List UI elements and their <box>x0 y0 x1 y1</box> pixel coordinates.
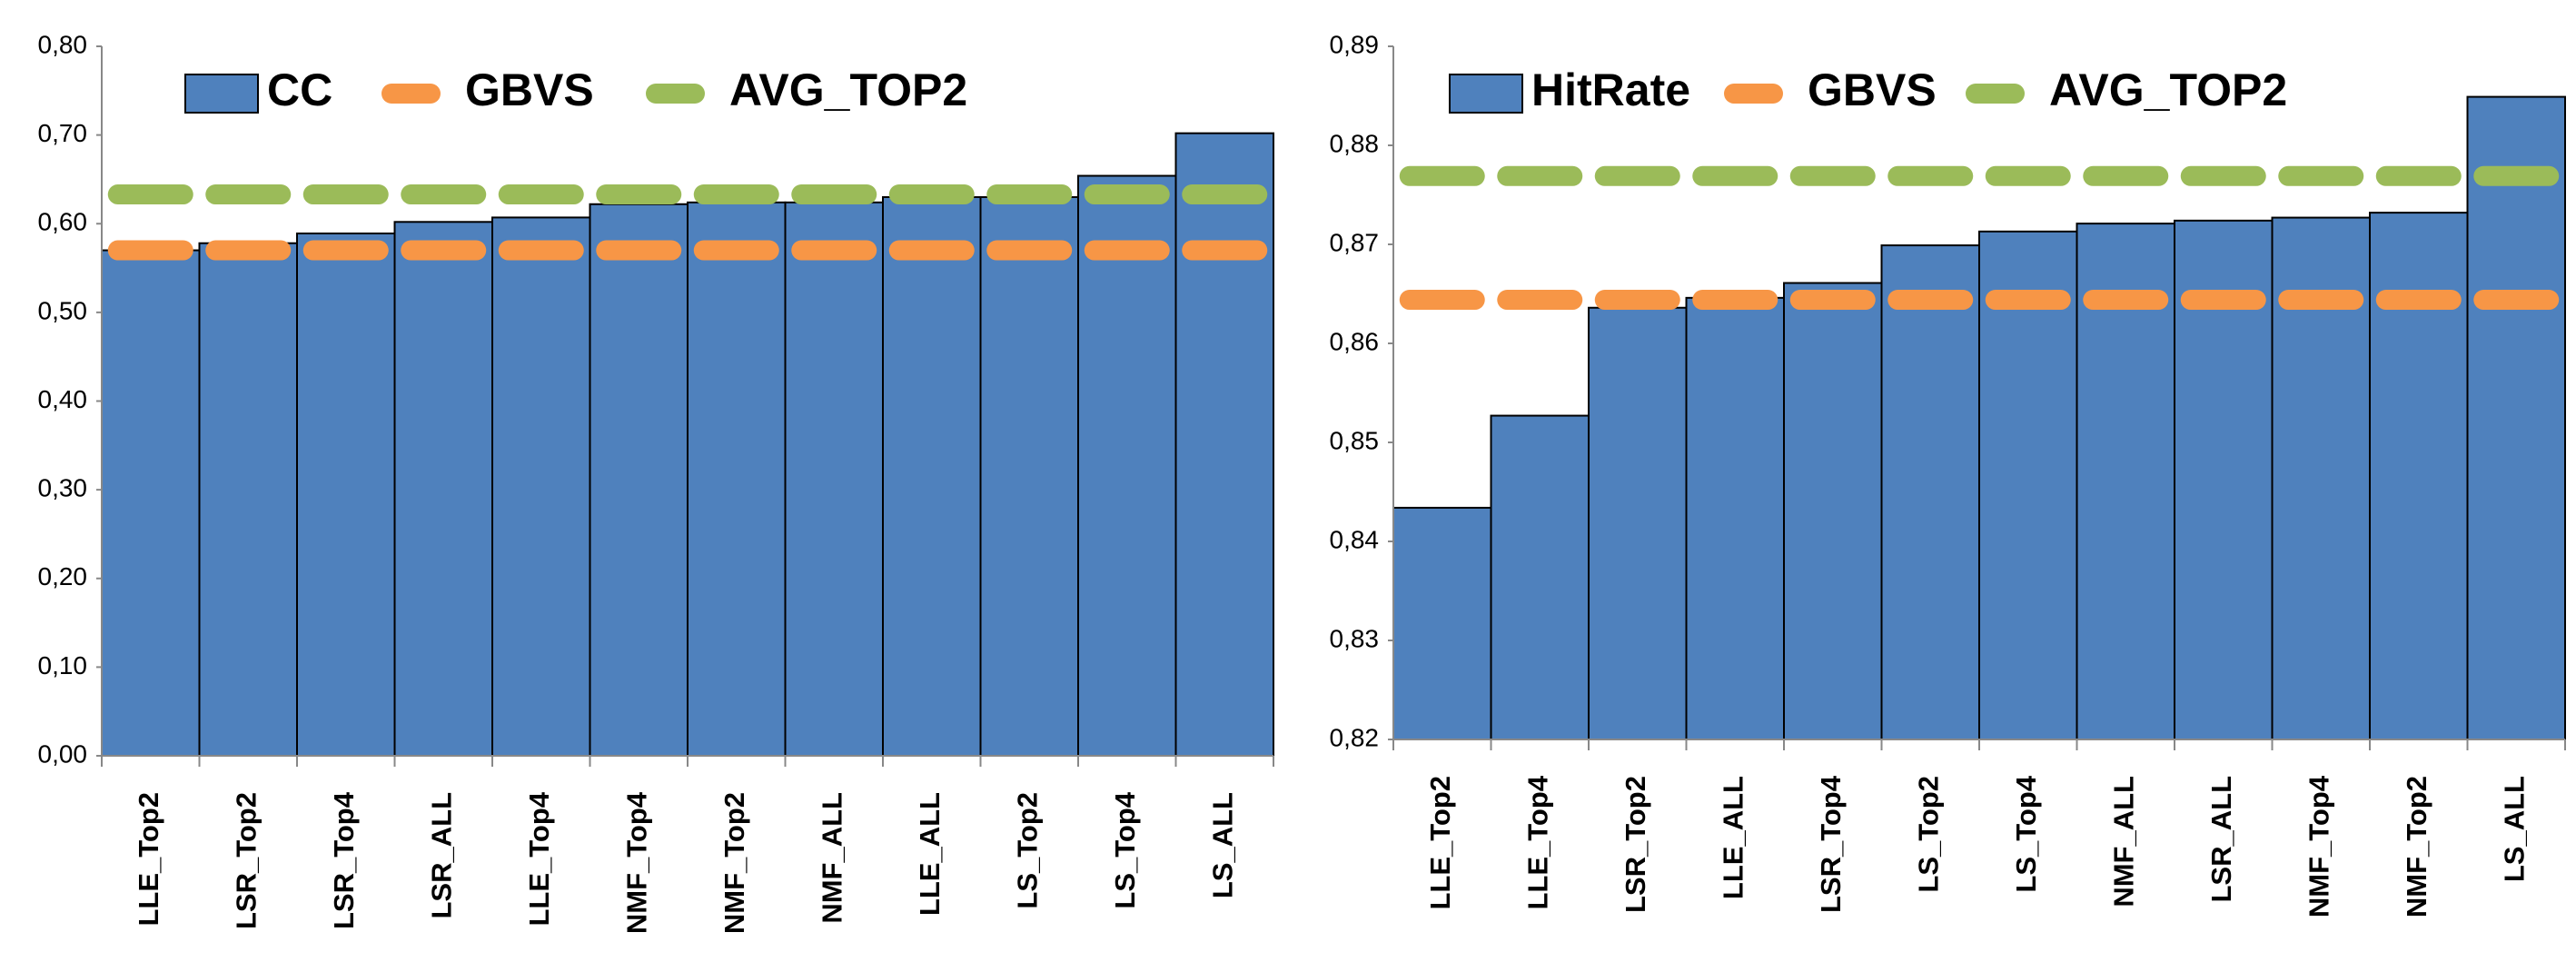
x-tick-label: NMF_Top2 <box>2401 776 2432 917</box>
x-tick-label: LSR_Top4 <box>1815 775 1847 913</box>
x-tick-label: NMF_Top2 <box>718 792 750 934</box>
x-tick-label: LSR_Top2 <box>1620 776 1651 913</box>
bar <box>1880 244 1980 740</box>
x-tick-label: LS_ALL <box>2498 776 2530 882</box>
bar <box>882 195 982 757</box>
x-tick-label: NMF_ALL <box>2107 776 2139 908</box>
bar <box>1978 230 2078 740</box>
x-tick-label: LLE_Top4 <box>523 791 555 926</box>
y-tick-label: 0,40 <box>38 385 88 413</box>
x-tick-label: LLE_ALL <box>914 792 946 916</box>
bar <box>491 216 591 757</box>
bar <box>1685 296 1785 740</box>
y-tick-label: 0,80 <box>38 30 88 58</box>
x-tick-label: NMF_Top4 <box>620 791 652 934</box>
x-tick-label: LLE_ALL <box>1717 776 1749 899</box>
bar <box>687 201 787 757</box>
y-tick-label: 0,85 <box>1330 426 1380 454</box>
bar <box>2466 95 2566 740</box>
bar <box>1588 306 1688 740</box>
bar <box>198 242 298 758</box>
y-tick-label: 0,70 <box>38 119 88 147</box>
bar <box>1077 174 1177 758</box>
legend-swatch <box>1449 74 1523 114</box>
y-tick-label: 0,89 <box>1330 30 1380 58</box>
legend-swatch <box>184 74 259 114</box>
bar <box>784 201 884 757</box>
legend-label: HitRate <box>1531 64 1690 115</box>
legend-label: GBVS <box>1808 64 1937 115</box>
bar <box>1174 132 1274 758</box>
y-tick-label: 0,10 <box>38 651 88 679</box>
x-tick-label: LLE_Top4 <box>1521 775 1553 909</box>
bar <box>1783 282 1883 740</box>
x-tick-label: LS_ALL <box>1206 792 1238 898</box>
bar <box>1490 414 1590 740</box>
x-tick-label: LS_Top2 <box>1912 776 1944 893</box>
x-tick-label: LLE_Top2 <box>1424 776 1456 910</box>
x-tick-label: NMF_Top4 <box>2303 775 2334 917</box>
x-tick-label: LSR_Top4 <box>328 791 360 929</box>
bar <box>1392 506 1492 740</box>
x-tick-label: LS_Top4 <box>1109 791 1141 908</box>
y-tick-label: 0,50 <box>38 296 88 324</box>
y-tick-label: 0,88 <box>1330 129 1380 157</box>
x-tick-label: LSR_Top2 <box>230 792 262 929</box>
x-tick-label: LLE_Top2 <box>133 792 164 927</box>
y-tick-label: 0,20 <box>38 562 88 590</box>
y-tick-label: 0,87 <box>1330 228 1380 256</box>
y-tick-label: 0,83 <box>1330 624 1380 652</box>
legend-label: GBVS <box>465 64 594 115</box>
y-tick-label: 0,86 <box>1330 327 1380 355</box>
y-tick-label: 0,00 <box>38 739 88 768</box>
y-tick-label: 0,30 <box>38 474 88 502</box>
x-tick-label: LSR_ALL <box>425 792 457 919</box>
bar <box>979 195 1079 757</box>
bar <box>393 221 493 758</box>
bar <box>296 232 396 757</box>
x-tick-label: NMF_ALL <box>816 792 847 924</box>
x-tick-label: LSR_ALL <box>2205 776 2237 903</box>
legend-label: AVG_TOP2 <box>729 64 967 115</box>
bar <box>101 249 201 758</box>
legend-label: CC <box>267 64 332 115</box>
legend-label: AVG_TOP2 <box>2049 64 2287 115</box>
x-tick-label: LS_Top4 <box>2010 775 2042 892</box>
y-tick-label: 0,84 <box>1330 525 1380 553</box>
y-tick-label: 0,60 <box>38 208 88 236</box>
y-tick-label: 0,82 <box>1330 723 1380 751</box>
x-tick-label: LS_Top2 <box>1011 792 1043 909</box>
bar <box>589 203 689 757</box>
